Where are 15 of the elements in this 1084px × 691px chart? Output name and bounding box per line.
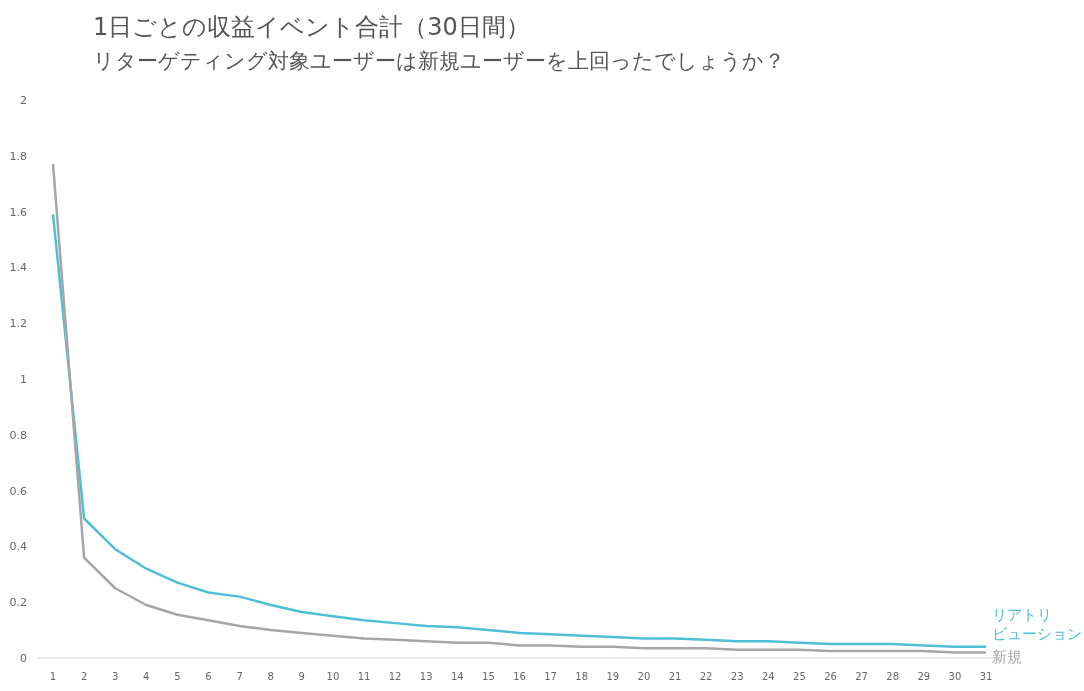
- y-tick-label: 0: [20, 652, 27, 665]
- y-tick-label: 0.6: [9, 484, 27, 498]
- y-tick-label: 1.4: [9, 261, 27, 275]
- y-tick-label: 1: [20, 373, 27, 386]
- y-tick-label: 0.8: [9, 428, 27, 442]
- series-label: 新規: [992, 648, 1022, 667]
- y-tick-label: 0.2: [9, 596, 27, 610]
- y-tick-label: 1.2: [9, 317, 27, 331]
- y-tick-label: 2: [20, 94, 27, 107]
- y-tick-label: 1.8: [9, 149, 27, 163]
- y-tick-label: 1.6: [9, 205, 27, 219]
- chart-subtitle: リターゲティング対象ユーザーは新規ユーザーを上回ったでしょうか？: [93, 49, 785, 73]
- y-tick-label: 0.4: [9, 540, 27, 554]
- chart-title: 1日ごとの収益イベント合計（30日間）: [93, 13, 530, 41]
- series-label: リアトリビューション: [992, 605, 1082, 643]
